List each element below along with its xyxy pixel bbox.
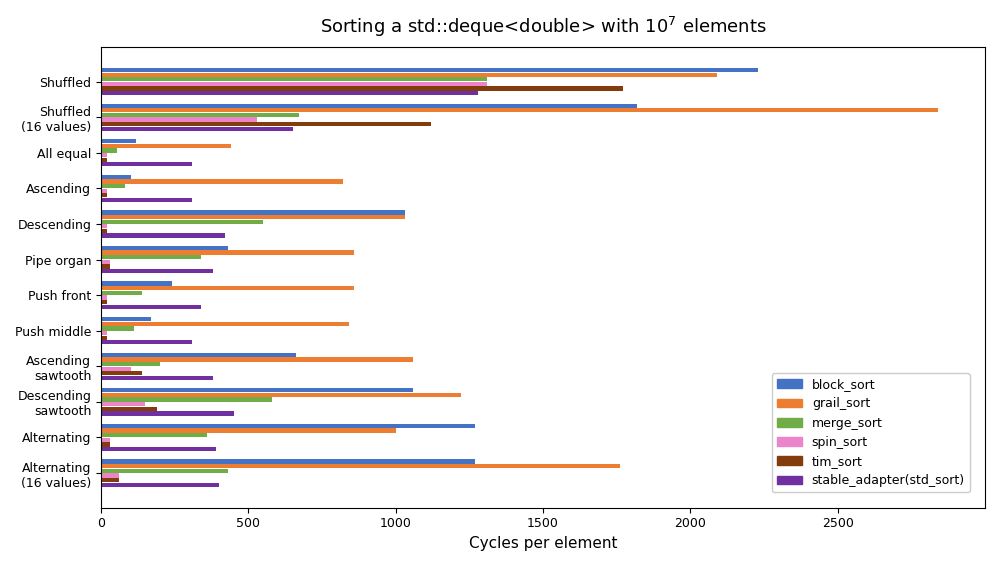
Bar xyxy=(101,127,293,131)
Bar xyxy=(101,122,431,126)
Bar xyxy=(101,317,151,321)
Bar xyxy=(101,393,461,397)
Bar xyxy=(101,362,160,366)
Bar xyxy=(101,264,110,269)
Bar xyxy=(101,77,487,82)
Bar xyxy=(101,87,623,91)
Bar xyxy=(101,438,110,442)
Bar xyxy=(101,411,234,415)
Bar xyxy=(101,331,107,335)
Bar xyxy=(101,326,134,331)
Title: Sorting a std::deque<double> with $10^7$ elements: Sorting a std::deque<double> with $10^7$… xyxy=(320,15,766,39)
Bar xyxy=(101,162,192,166)
Bar xyxy=(101,464,620,468)
Bar xyxy=(101,188,107,193)
Bar xyxy=(101,224,107,229)
Bar xyxy=(101,68,758,72)
Bar xyxy=(101,447,216,451)
Bar xyxy=(101,198,192,202)
Bar xyxy=(101,336,107,340)
Bar xyxy=(101,82,487,86)
Bar xyxy=(101,286,354,290)
Bar xyxy=(101,371,142,375)
Bar xyxy=(101,215,405,219)
Bar xyxy=(101,117,257,122)
Bar xyxy=(101,478,119,482)
Bar xyxy=(101,367,131,371)
Bar xyxy=(101,357,413,362)
Bar xyxy=(101,353,296,357)
Bar xyxy=(101,175,131,179)
Bar xyxy=(101,483,219,487)
Bar xyxy=(101,433,207,438)
Bar xyxy=(101,113,299,117)
Bar xyxy=(101,402,145,406)
Bar xyxy=(101,229,107,233)
Bar xyxy=(101,388,413,392)
Bar xyxy=(101,246,228,250)
Bar xyxy=(101,193,107,198)
Bar xyxy=(101,184,125,188)
Bar xyxy=(101,269,213,273)
Bar xyxy=(101,295,107,299)
Bar xyxy=(101,321,349,326)
Bar xyxy=(101,460,475,464)
Bar xyxy=(101,376,213,380)
Bar xyxy=(101,305,201,309)
Bar xyxy=(101,260,110,264)
Bar xyxy=(101,91,478,95)
Bar xyxy=(101,139,136,143)
Bar xyxy=(101,157,107,162)
Bar xyxy=(101,291,142,295)
Bar xyxy=(101,72,717,77)
Bar xyxy=(101,424,475,428)
Bar xyxy=(101,148,117,153)
Bar xyxy=(101,153,107,157)
Bar xyxy=(101,473,119,478)
Bar xyxy=(101,251,354,255)
Bar xyxy=(101,428,396,432)
Bar xyxy=(101,211,405,215)
Bar xyxy=(101,407,157,411)
Bar xyxy=(101,442,110,447)
Bar xyxy=(101,281,172,286)
Bar xyxy=(101,108,938,113)
Bar xyxy=(101,340,192,345)
Bar xyxy=(101,104,637,108)
Bar xyxy=(101,397,272,402)
Bar xyxy=(101,469,228,473)
Bar xyxy=(101,144,231,148)
Bar xyxy=(101,300,107,304)
Bar xyxy=(101,220,263,224)
X-axis label: Cycles per element: Cycles per element xyxy=(469,536,617,551)
Bar xyxy=(101,233,225,238)
Legend: block_sort, grail_sort, merge_sort, spin_sort, tim_sort, stable_adapter(std_sort: block_sort, grail_sort, merge_sort, spin… xyxy=(772,373,970,492)
Bar xyxy=(101,179,343,183)
Bar xyxy=(101,255,201,259)
